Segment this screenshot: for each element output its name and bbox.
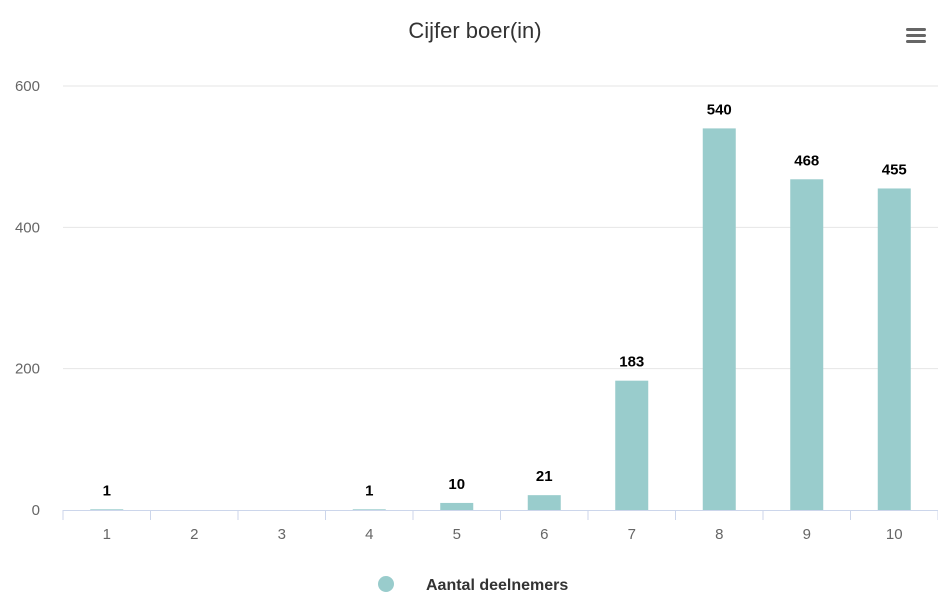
y-tick-label: 400 <box>15 219 40 236</box>
x-tick-label: 9 <box>803 526 811 543</box>
data-label: 1 <box>365 482 373 499</box>
bar[interactable] <box>877 188 911 510</box>
bar[interactable] <box>90 509 124 510</box>
x-tick-label: 3 <box>278 526 286 543</box>
bar[interactable] <box>440 502 474 510</box>
bar[interactable] <box>790 179 824 510</box>
x-axis: 1 2 3 4 5 6 7 8 9 10 <box>62 510 938 543</box>
x-tick-label: 8 <box>715 526 723 543</box>
data-labels: 1 1 10 21 183 540 468 455 <box>101 100 908 501</box>
x-tick-label: 4 <box>365 526 373 543</box>
bar[interactable] <box>702 128 736 510</box>
bar[interactable] <box>352 509 386 510</box>
data-label: 10 <box>448 476 465 493</box>
data-label: 540 <box>707 101 732 118</box>
y-axis: 0 200 400 600 <box>15 78 40 519</box>
data-label: 468 <box>794 152 819 169</box>
data-label: 21 <box>536 468 553 485</box>
bar-series <box>90 128 911 510</box>
legend-label: Aantal deelnemers <box>426 577 568 593</box>
circle-marker-icon <box>378 576 394 592</box>
bar[interactable] <box>527 495 561 510</box>
legend[interactable]: Aantal deelnemers <box>378 576 568 593</box>
x-tick-label: 6 <box>540 526 548 543</box>
y-tick-label: 600 <box>15 78 40 95</box>
data-label: 1 <box>103 482 111 499</box>
y-tick-label: 200 <box>15 361 40 378</box>
data-label: 455 <box>882 161 907 178</box>
x-tick-label: 7 <box>628 526 636 543</box>
y-tick-label: 0 <box>32 502 40 519</box>
x-tick-label: 10 <box>886 526 903 543</box>
x-tick-label: 2 <box>190 526 198 543</box>
hamburger-menu-icon[interactable] <box>898 22 934 48</box>
x-tick-label: 1 <box>103 526 111 543</box>
chart-title: Cijfer boer(in) <box>408 18 541 43</box>
x-tick-label: 5 <box>453 526 461 543</box>
bar[interactable] <box>615 380 649 510</box>
data-label: 183 <box>619 354 644 371</box>
